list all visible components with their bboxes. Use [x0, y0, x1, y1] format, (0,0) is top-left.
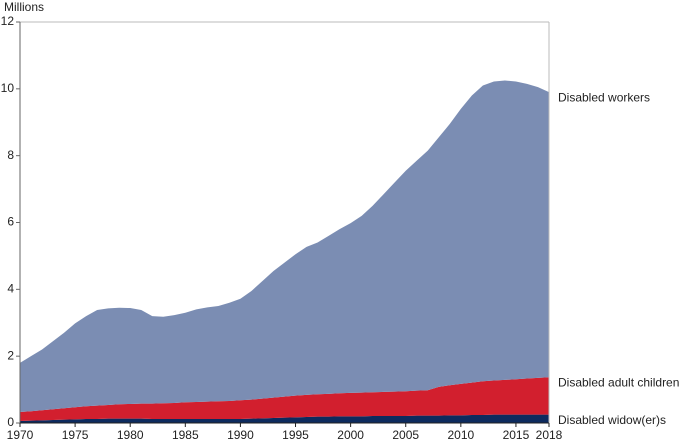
- x-tick-label: 1990: [227, 428, 254, 442]
- series-label: Disabled workers: [558, 90, 650, 104]
- y-axis-label: Millions: [4, 0, 44, 14]
- x-tick-label: 1985: [172, 428, 199, 442]
- area: [20, 80, 549, 412]
- x-tick-label: 1995: [282, 428, 309, 442]
- y-tick-label: 12: [1, 14, 15, 28]
- x-tick-label: 1970: [7, 428, 34, 442]
- y-tick-label: 0: [7, 415, 14, 429]
- y-tick-label: 2: [7, 348, 14, 362]
- y-tick-label: 8: [7, 148, 14, 162]
- x-tick-label: 2015: [503, 428, 530, 442]
- y-tick-label: 4: [7, 282, 14, 296]
- x-tick-label: 2018: [536, 428, 563, 442]
- y-tick-label: 10: [1, 81, 15, 95]
- series-label: Disabled widow(er)s: [558, 413, 666, 427]
- x-tick-label: 2005: [392, 428, 419, 442]
- x-tick-label: 1980: [117, 428, 144, 442]
- y-tick-label: 6: [7, 215, 14, 229]
- x-tick-label: 1975: [62, 428, 89, 442]
- series-label: Disabled adult children: [558, 375, 679, 389]
- x-tick-label: 2000: [337, 428, 364, 442]
- x-tick-label: 2010: [447, 428, 474, 442]
- area: [20, 414, 549, 423]
- area: [20, 377, 549, 421]
